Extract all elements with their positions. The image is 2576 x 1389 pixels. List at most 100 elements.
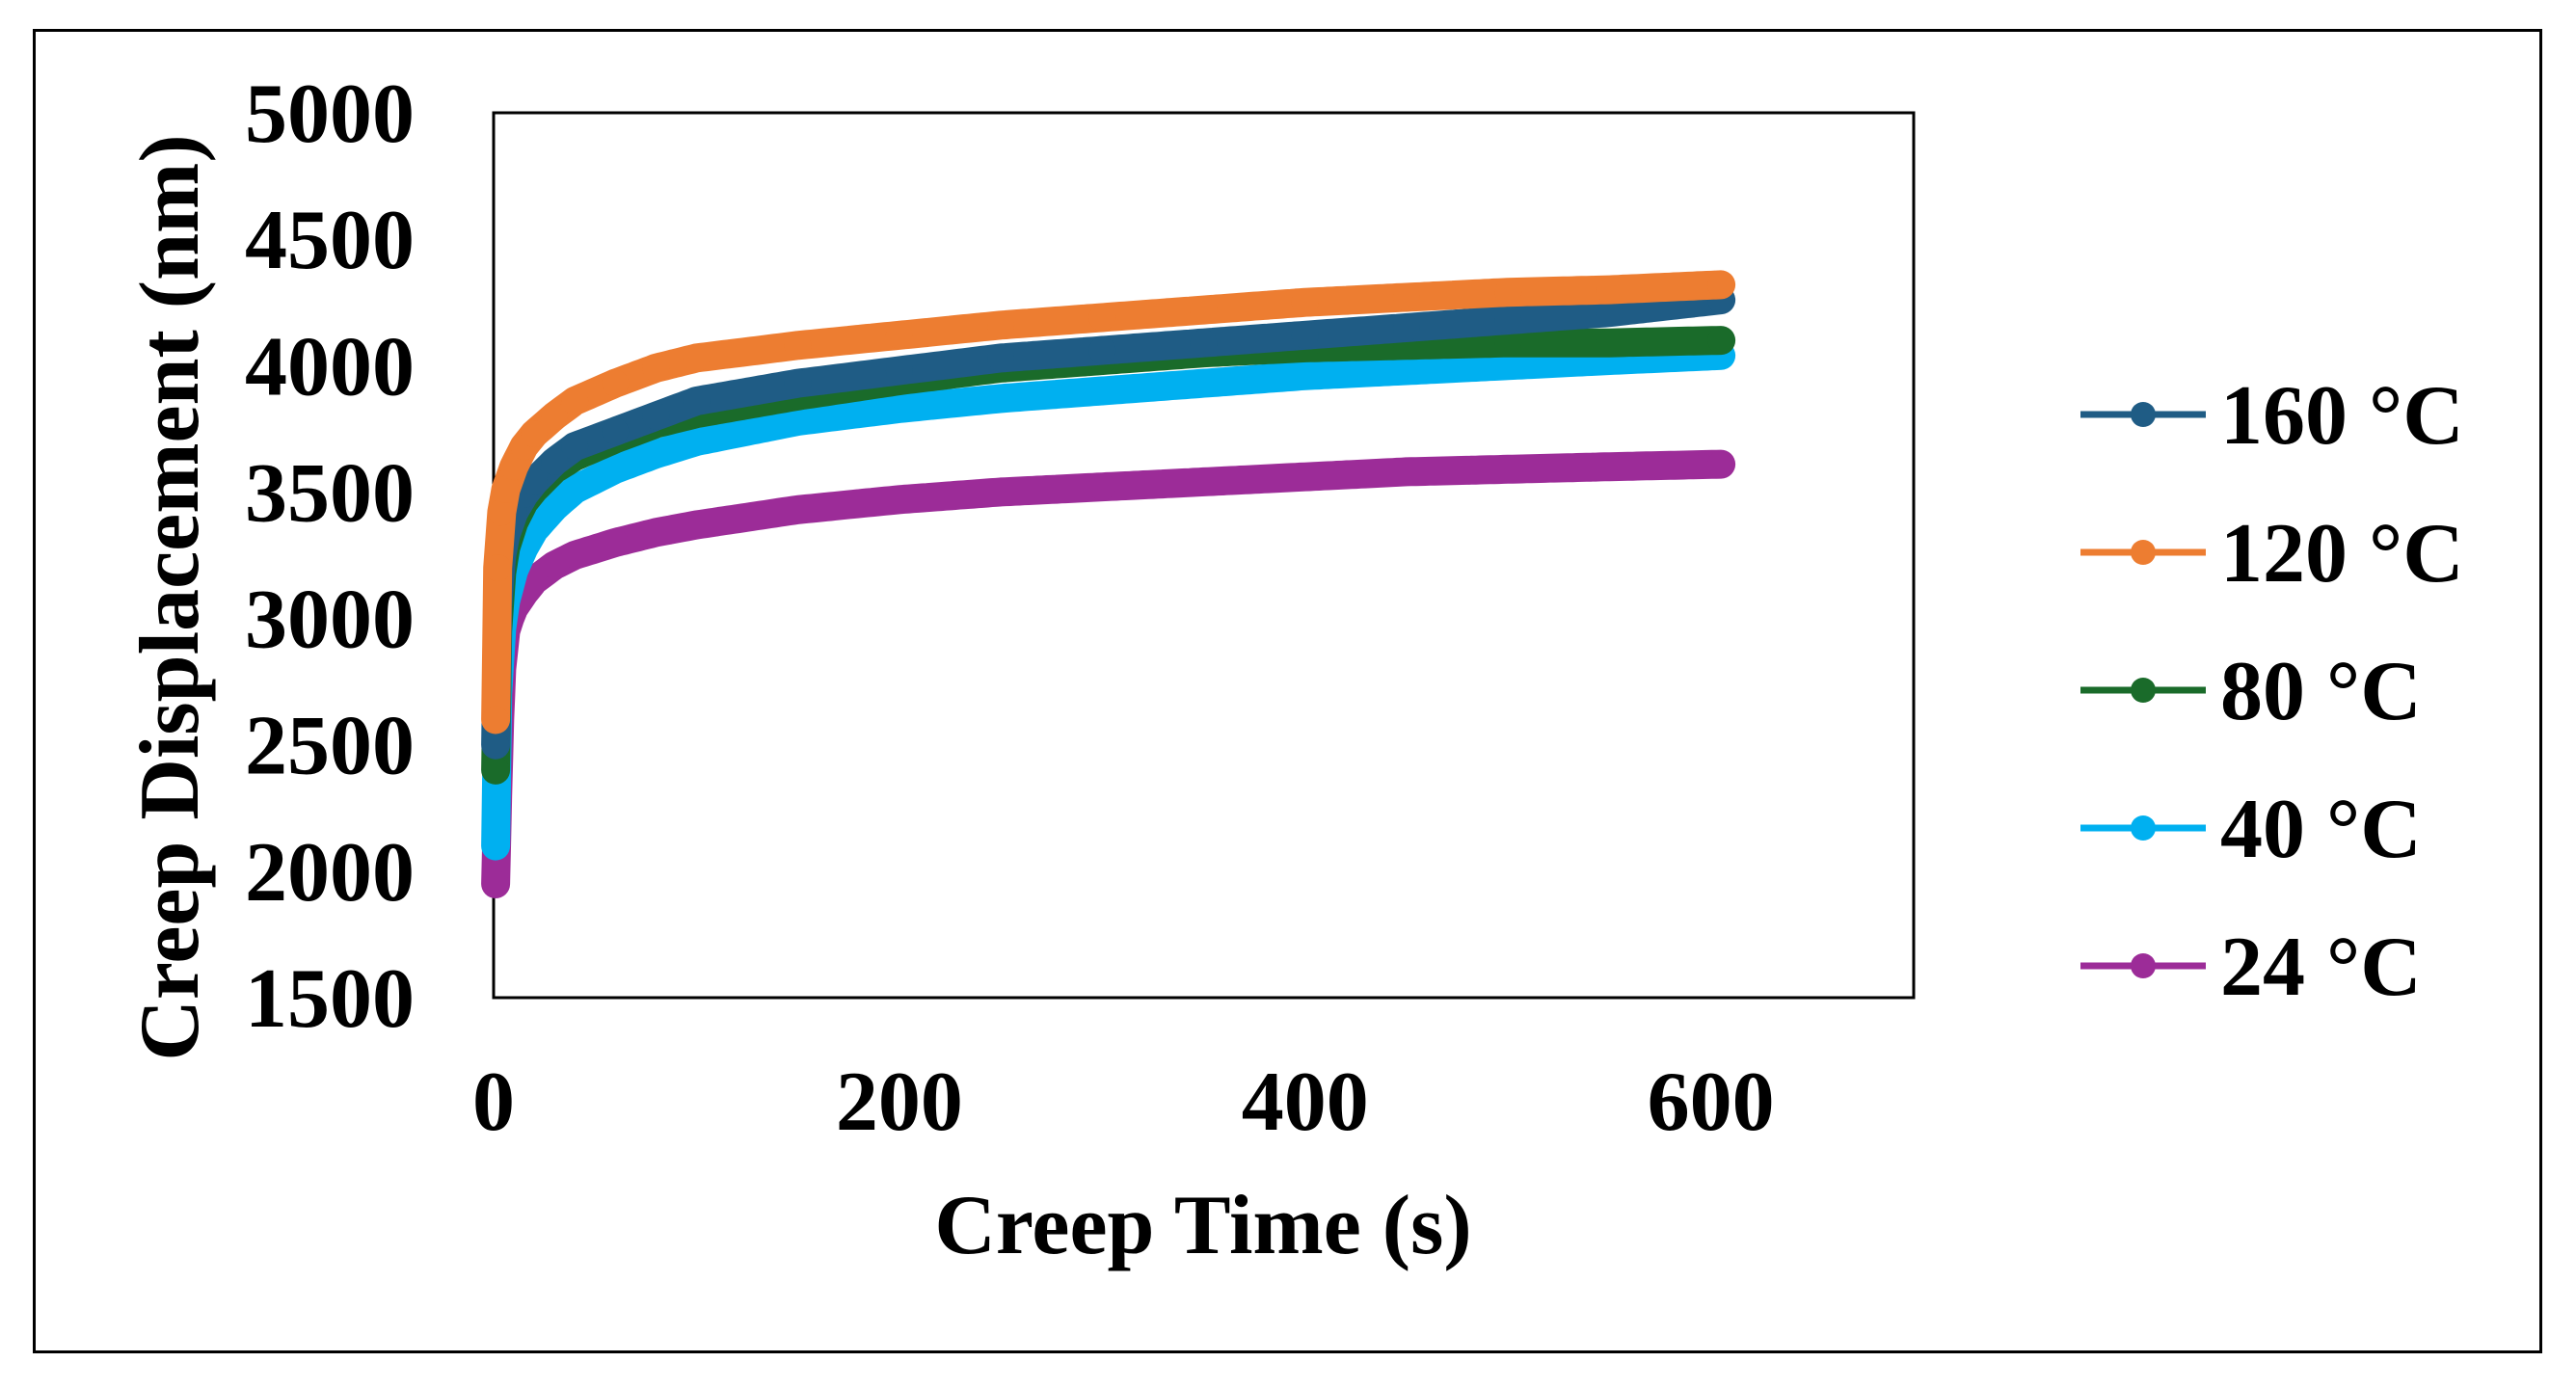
data-point (1392, 313, 1420, 341)
data-point (1494, 329, 1522, 357)
x-axis-title: Creep Time (s) (934, 1179, 1471, 1272)
data-point (784, 407, 812, 435)
data-point (500, 453, 528, 481)
data-point (1494, 352, 1522, 380)
legend-marker (2131, 953, 2156, 978)
data-point (1291, 361, 1319, 389)
data-point (683, 387, 711, 415)
data-point (1291, 288, 1319, 316)
legend-item: 120 °C (2080, 507, 2464, 601)
data-point (885, 486, 913, 514)
legend-marker (2131, 402, 2156, 427)
y-tick-label: 4000 (245, 320, 415, 414)
data-point (1392, 458, 1420, 486)
data-point (1190, 467, 1218, 495)
data-point (1190, 369, 1218, 397)
y-tick-label: 4500 (245, 194, 415, 287)
data-point (885, 321, 913, 349)
data-point (642, 402, 670, 430)
series-1 (481, 270, 1736, 735)
data-point (987, 344, 1015, 372)
data-point (521, 467, 549, 495)
legend-item: 40 °C (2080, 783, 2422, 876)
data-point (482, 869, 510, 897)
data-point (482, 756, 510, 784)
plot-area (492, 111, 1916, 1000)
legend-marker (2131, 540, 2156, 565)
legend-item: 24 °C (2080, 921, 2422, 1014)
data-point (1088, 377, 1116, 405)
data-point (683, 427, 711, 455)
y-tick-label: 2500 (245, 700, 415, 793)
data-point (784, 369, 812, 397)
series-layer (481, 270, 1736, 898)
data-point (1190, 296, 1218, 324)
data-point (784, 495, 812, 523)
data-point (1190, 329, 1218, 357)
data-point (1596, 276, 1623, 304)
legend-label: 80 °C (2220, 645, 2422, 738)
x-tick-labels: 0 200 400 600 (472, 1055, 1775, 1149)
data-point (987, 311, 1015, 339)
legend-label: 40 °C (2220, 783, 2422, 876)
data-point (987, 385, 1015, 413)
data-point (1596, 453, 1623, 481)
legend-label: 120 °C (2220, 507, 2464, 601)
data-point (1494, 279, 1522, 307)
data-point (1707, 327, 1735, 355)
data-point (521, 420, 549, 448)
data-point (488, 498, 516, 526)
data-point (1707, 271, 1735, 299)
data-point (1596, 299, 1623, 327)
x-tick-label: 0 (472, 1055, 515, 1149)
y-tick-label: 5000 (245, 67, 415, 161)
data-point (1291, 321, 1319, 349)
data-point (683, 511, 711, 539)
data-point (561, 542, 589, 569)
series-0 (481, 285, 1736, 760)
legend-item: 80 °C (2080, 645, 2422, 738)
data-point (541, 494, 569, 521)
legend-item: 160 °C (2080, 369, 2464, 463)
data-point (642, 441, 670, 468)
data-point (987, 478, 1015, 506)
y-tick-label: 1500 (245, 952, 415, 1046)
data-point (541, 402, 569, 430)
data-point (482, 731, 510, 759)
data-point (1088, 336, 1116, 364)
data-point (642, 519, 670, 547)
data-point (561, 433, 589, 461)
data-point (482, 706, 510, 734)
data-point (541, 447, 569, 475)
data-point (784, 332, 812, 360)
data-point (885, 394, 913, 422)
data-point (642, 354, 670, 382)
data-point (1596, 329, 1623, 357)
legend: 160 °C 120 °C 80 °C 40 °C 24 °C (2080, 369, 2464, 1014)
x-tick-label: 200 (836, 1055, 963, 1149)
y-tick-label: 3000 (245, 574, 415, 667)
data-point (541, 551, 569, 579)
data-point (602, 417, 630, 445)
data-point (1494, 455, 1522, 483)
data-point (1291, 463, 1319, 491)
y-tick-labels: 1500 2000 2500 3000 3500 4000 4500 5000 (245, 67, 415, 1046)
data-point (602, 455, 630, 483)
data-point (1494, 307, 1522, 334)
data-point (1088, 473, 1116, 501)
data-point (1088, 304, 1116, 332)
y-tick-label: 2000 (245, 826, 415, 920)
data-point (561, 475, 589, 503)
data-point (484, 554, 512, 582)
data-point (492, 475, 520, 503)
x-tick-label: 600 (1648, 1055, 1775, 1149)
legend-marker (2131, 815, 2156, 841)
data-point (482, 832, 510, 860)
data-point (1392, 283, 1420, 311)
data-point (602, 528, 630, 556)
data-point (561, 387, 589, 415)
y-tick-label: 3500 (245, 446, 415, 540)
legend-marker (2131, 678, 2156, 703)
data-point (885, 357, 913, 385)
